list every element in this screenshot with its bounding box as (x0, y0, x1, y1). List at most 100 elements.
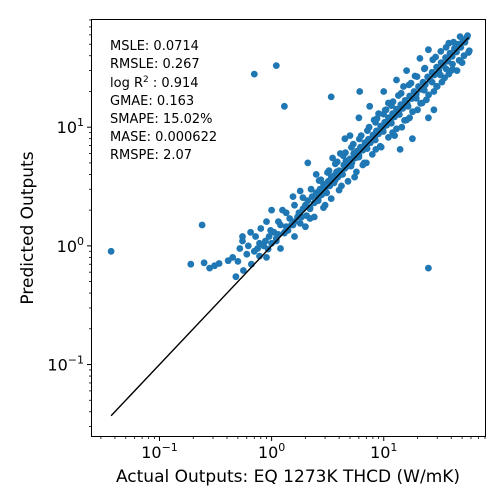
data-point (393, 76, 400, 84)
data-point (250, 70, 258, 78)
data-point (200, 259, 208, 267)
data-point (263, 218, 270, 226)
data-point (215, 260, 223, 267)
data-point (363, 145, 371, 153)
data-point (397, 89, 405, 97)
y-tick-label-exp: 1 (77, 116, 84, 129)
data-point (366, 102, 374, 110)
data-point (240, 267, 247, 274)
data-point (320, 204, 327, 212)
data-point (263, 254, 270, 261)
x-tick-label: 10−1 (141, 441, 178, 462)
data-point (420, 86, 428, 94)
data-point (187, 260, 195, 268)
data-point (229, 254, 237, 261)
metric-msle: MSLE: 0.0714 (110, 39, 199, 54)
data-point (353, 168, 360, 176)
data-point (339, 152, 347, 160)
metric-smape: SMAPE: 15.02% (110, 112, 213, 127)
plot-frame (91, 19, 486, 437)
data-point (400, 83, 407, 90)
data-point (431, 71, 438, 79)
data-point (409, 108, 416, 116)
data-point (286, 215, 294, 222)
data-point (265, 233, 273, 240)
data-point (312, 171, 320, 178)
data-point (355, 114, 363, 122)
data-point (433, 82, 440, 90)
data-point (339, 171, 346, 178)
data-point (198, 221, 206, 229)
data-point (239, 233, 246, 240)
data-point (344, 177, 352, 185)
data-point (329, 154, 336, 162)
data-point (368, 151, 376, 158)
y-tick-label-exp: 0 (77, 235, 84, 248)
data-point (412, 94, 420, 102)
data-point (425, 46, 432, 54)
data-point (401, 117, 408, 124)
data-point (376, 142, 384, 150)
data-point (327, 195, 335, 203)
data-point (428, 78, 436, 86)
data-point (405, 81, 413, 89)
data-point (316, 185, 324, 193)
data-point (236, 245, 244, 252)
data-point (429, 56, 437, 64)
data-point (307, 185, 315, 193)
data-point (244, 242, 252, 250)
metric-log-r2-prefix: log R (110, 76, 143, 91)
metric-log-r2: log R2 : 0.914 (110, 75, 199, 91)
data-point (346, 132, 354, 140)
data-point (372, 118, 379, 126)
data-point (453, 48, 460, 56)
data-point (275, 218, 282, 226)
data-point (299, 194, 307, 202)
y-tick-label-base: 10 (47, 356, 67, 375)
data-point (393, 125, 400, 133)
data-point (403, 67, 410, 74)
x-tick-label-base: 10 (370, 443, 390, 462)
x-tick-label-base: 10 (141, 443, 161, 462)
data-point (380, 88, 388, 95)
x-tick-label-base: 10 (258, 443, 278, 462)
data-point (425, 114, 432, 122)
data-point (355, 153, 363, 161)
y-tick-label-exp: −1 (68, 354, 84, 367)
data-point (425, 91, 432, 99)
y-tick-label-base: 10 (57, 237, 77, 256)
data-point (464, 32, 471, 40)
data-point (380, 110, 387, 118)
data-point (379, 128, 387, 135)
data-point (282, 209, 290, 217)
data-point (243, 250, 251, 258)
metric-gmae: GMAE: 0.163 (110, 94, 194, 109)
data-point (364, 127, 371, 134)
y-axis-label: Predicted Outputs (18, 151, 38, 304)
y-tick-label: 101 (57, 116, 84, 137)
data-point (398, 123, 406, 131)
data-point (416, 55, 424, 62)
y-tick-label: 100 (57, 235, 84, 256)
data-point (457, 57, 464, 65)
data-point (304, 159, 312, 167)
data-point (404, 102, 412, 110)
data-point (430, 88, 438, 95)
data-point (247, 228, 255, 236)
data-point (445, 39, 453, 47)
data-point (385, 134, 392, 141)
data-point (360, 159, 368, 167)
data-point (437, 48, 445, 55)
data-point (425, 264, 432, 272)
data-point (272, 62, 280, 69)
data-point (421, 64, 429, 72)
metric-mase: MASE: 0.000622 (110, 130, 217, 145)
data-point (351, 173, 358, 181)
data-point (456, 33, 464, 40)
data-point (232, 273, 240, 281)
y-tick-label: 10−1 (47, 354, 84, 375)
x-tick-label: 100 (258, 441, 285, 462)
data-point (355, 135, 363, 143)
data-point (448, 53, 456, 60)
